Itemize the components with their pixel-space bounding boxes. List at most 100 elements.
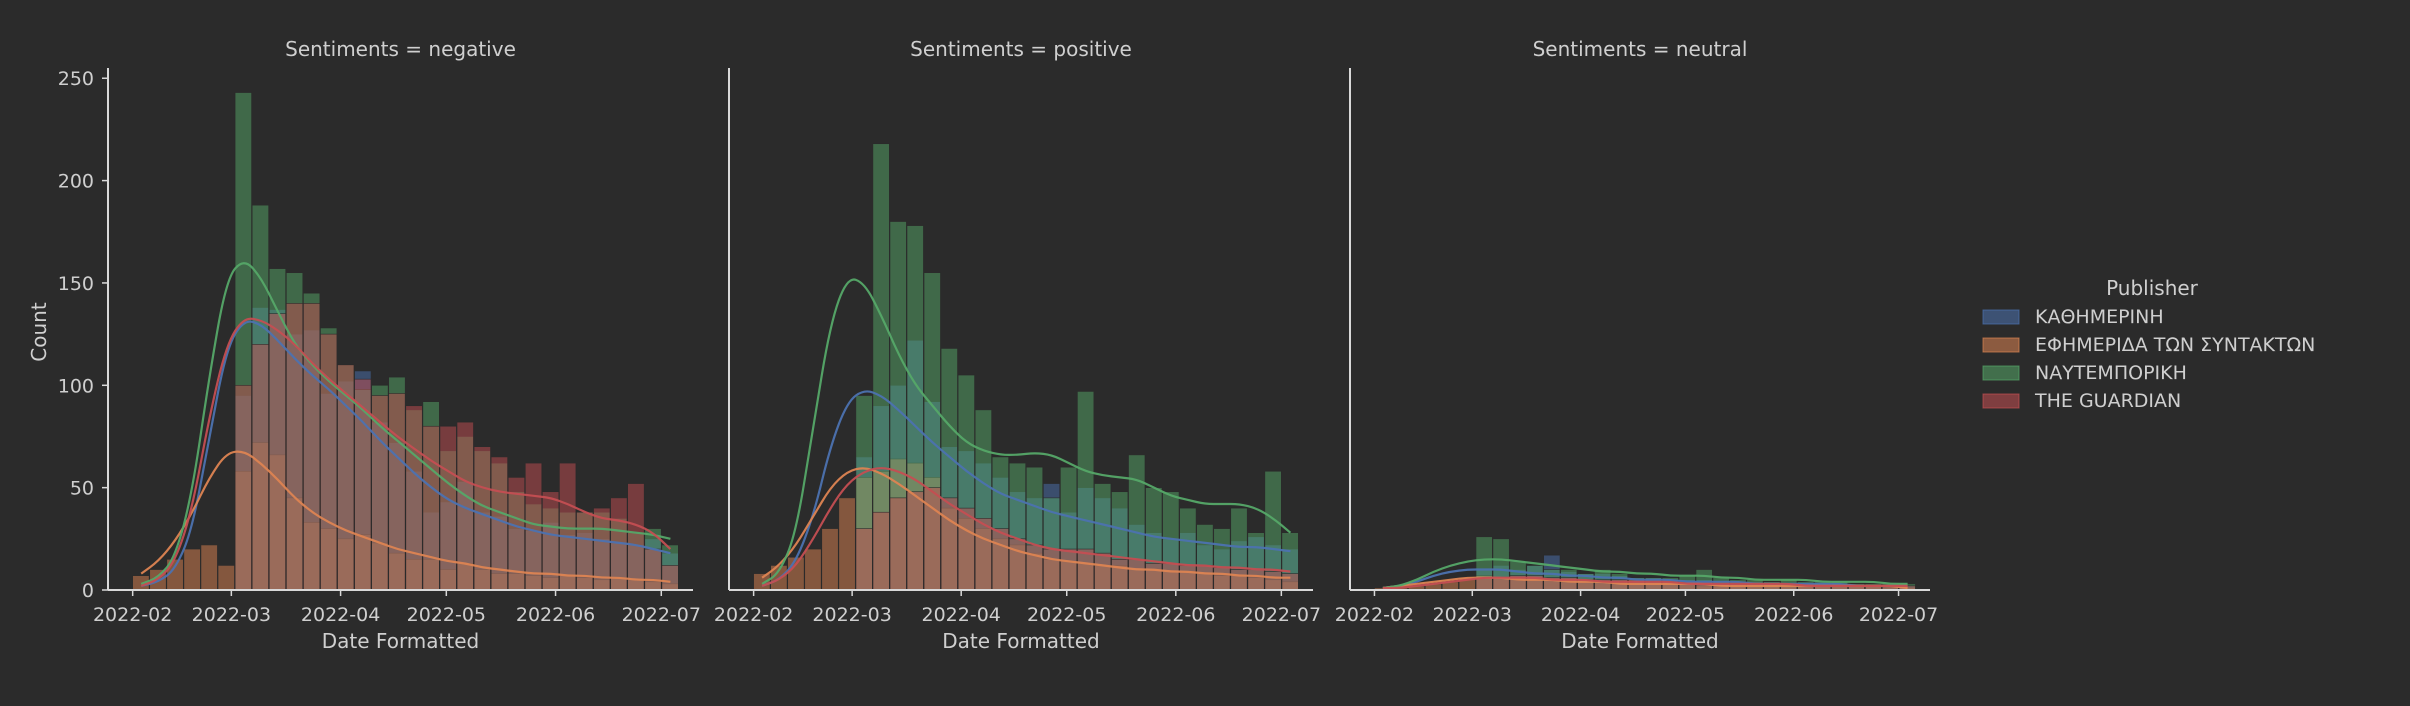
histogram-bar — [576, 511, 594, 591]
x-axis-label: Date Formatted — [322, 629, 479, 653]
histogram-bar — [1492, 577, 1510, 591]
histogram-bar — [285, 303, 304, 591]
x-tick-label: 2022-05 — [407, 604, 486, 626]
histogram-bar — [974, 518, 992, 591]
x-tick-label: 2022-05 — [1646, 604, 1725, 626]
histogram-bar — [234, 384, 252, 591]
histogram-bar — [872, 511, 890, 591]
legend-swatch — [1982, 365, 2020, 381]
histogram-bar — [804, 548, 822, 591]
histogram-bar — [1230, 569, 1248, 591]
kde-curves — [140, 262, 672, 587]
x-tick-label: 2022-03 — [1433, 604, 1512, 626]
kde-curve — [140, 450, 671, 583]
legend-swatch — [1982, 393, 2020, 409]
x-tick-label: 2022-04 — [1541, 604, 1620, 626]
x-tick-label: 2022-03 — [812, 604, 891, 626]
kde-curve — [1382, 568, 1908, 590]
panel-title: Sentiments = neutral — [1533, 37, 1748, 61]
x-tick-label: 2022-03 — [192, 604, 271, 626]
kde-curves — [761, 278, 1292, 587]
histogram-bar — [439, 425, 457, 591]
histogram-bar — [1213, 567, 1231, 591]
histogram-bar — [1043, 548, 1061, 591]
histogram-bar — [787, 556, 805, 591]
histogram-bar — [1060, 548, 1078, 591]
x-tick-label: 2022-04 — [921, 604, 1000, 626]
kde-curve — [761, 390, 1291, 587]
histogram-bar — [524, 462, 543, 591]
y-tick-label: 250 — [58, 68, 94, 90]
panel-title: Sentiments = positive — [910, 37, 1132, 61]
histogram-bar — [906, 491, 924, 591]
histogram-bar — [268, 313, 287, 591]
y-axis-label: Count — [27, 302, 51, 362]
histogram-bar — [1196, 565, 1214, 591]
histogram-bar — [1025, 544, 1044, 591]
x-tick-label: 2022-04 — [301, 604, 380, 626]
histogram-bar — [183, 548, 201, 591]
x-tick-label: 2022-05 — [1027, 604, 1106, 626]
histogram-bar — [1247, 569, 1265, 591]
y-tick-label: 50 — [70, 478, 94, 500]
x-tick-label: 2022-06 — [1754, 604, 1833, 626]
legend-label: THE GUARDIAN — [2034, 390, 2181, 412]
x-tick-label: 2022-07 — [622, 604, 701, 626]
histogram-bar — [991, 528, 1009, 591]
x-axis-label: Date Formatted — [1561, 629, 1718, 653]
y-tick-label: 0 — [82, 580, 94, 602]
x-tick-label: 2022-07 — [1859, 604, 1938, 626]
histogram-bar — [889, 497, 907, 591]
histogram-bar — [217, 565, 235, 591]
x-tick-label: 2022-02 — [1335, 604, 1414, 626]
legend-swatch — [1982, 337, 2020, 353]
x-tick-label: 2022-06 — [516, 604, 595, 626]
histogram-bar — [1128, 558, 1146, 591]
histogram-bar — [1111, 558, 1129, 591]
histogram-bar — [559, 462, 577, 591]
legend-label: ΕΦΗΜΕΡΙΔΑ ΤΩΝ ΣΥΝΤΑΚΤΩΝ — [2035, 334, 2315, 356]
histogram-bar — [1264, 571, 1282, 591]
histogram-bar — [1094, 552, 1112, 591]
histogram-bar — [405, 405, 423, 591]
histogram-bars — [753, 143, 1299, 591]
kde-curve — [140, 317, 672, 587]
histogram-bar — [821, 528, 839, 591]
legend-swatch — [1982, 309, 2020, 325]
x-tick-label: 2022-07 — [1242, 604, 1321, 626]
y-tick-label: 200 — [58, 171, 94, 193]
histogram-bar — [1281, 573, 1299, 591]
histogram-bar — [200, 544, 218, 591]
kde-curve — [140, 262, 671, 585]
kde-curve — [761, 467, 1291, 579]
histogram-bar — [1008, 538, 1026, 591]
facet-panel-1: Sentiments = negative 2022-02 2022-03 2022-… — [27, 37, 701, 653]
kde-curve — [1382, 558, 1908, 590]
kde-curves — [1382, 558, 1908, 590]
histogram-bar — [661, 565, 679, 591]
legend: Publisher ΚΑΘΗΜΕΡΙΝΗ ΕΦΗΜΕΡΙΔΑ ΤΩΝ ΣΥΝΤΑΚΤ… — [1982, 276, 2315, 412]
legend-label: ΝΑΥΤΕΜΠΟΡΙΚΗ — [2035, 362, 2187, 384]
histogram-bar — [940, 497, 958, 591]
histogram-bar — [1145, 563, 1163, 591]
y-tick-label: 150 — [58, 273, 94, 295]
histogram-bar — [957, 507, 975, 591]
facet-panel-3: Sentiments = neutral 2022-02 2022-03 2022-0… — [1335, 37, 1938, 653]
histogram-bar — [422, 425, 440, 591]
histogram-bar — [1475, 577, 1493, 591]
x-tick-label: 2022-02 — [93, 604, 172, 626]
histogram-bar — [1162, 563, 1180, 591]
x-tick-label: 2022-02 — [714, 604, 793, 626]
histogram-bar — [627, 483, 645, 591]
kde-curve — [140, 320, 671, 587]
kde-curve — [761, 467, 1291, 587]
histogram-bar — [1077, 548, 1095, 591]
histogram-bar — [1179, 565, 1197, 591]
legend-title: Publisher — [2106, 276, 2199, 300]
x-tick-label: 2022-06 — [1136, 604, 1215, 626]
histogram-bar — [644, 548, 662, 591]
kde-curve — [761, 278, 1292, 585]
legend-label: ΚΑΘΗΜΕΡΙΝΗ — [2035, 306, 2164, 328]
panel-title: Sentiments = negative — [285, 37, 516, 61]
